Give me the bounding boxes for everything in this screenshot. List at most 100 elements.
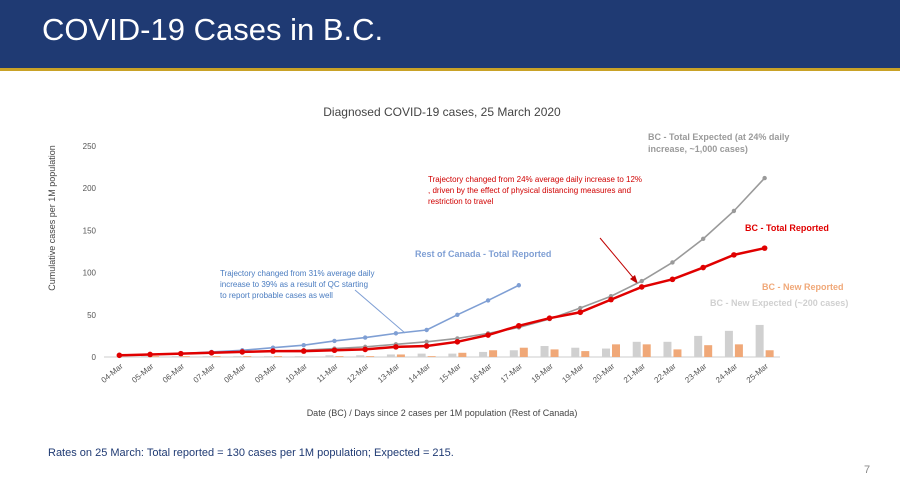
marker bbox=[239, 349, 246, 355]
bar bbox=[479, 351, 488, 357]
bar bbox=[509, 350, 518, 357]
bar bbox=[489, 350, 498, 357]
series-label: BC - New Reported bbox=[762, 282, 844, 292]
marker bbox=[577, 309, 584, 316]
x-tick-label: 12-Mar bbox=[345, 361, 370, 384]
x-tick-label: 11-Mar bbox=[315, 361, 340, 384]
page-number: 7 bbox=[864, 464, 871, 476]
marker bbox=[731, 252, 737, 258]
line bbox=[180, 284, 520, 355]
marker bbox=[454, 339, 461, 345]
marker bbox=[208, 349, 215, 356]
marker bbox=[485, 298, 491, 303]
bar bbox=[448, 353, 457, 357]
series-label: BC - New Expected (~200 cases) bbox=[710, 298, 849, 308]
x-tick-label: 14-Mar bbox=[407, 361, 432, 384]
bar bbox=[396, 354, 405, 357]
x-tick-label: 17-Mar bbox=[499, 361, 524, 384]
series-label: Rest of Canada - Total Reported bbox=[415, 249, 552, 259]
bar bbox=[427, 356, 436, 357]
bar bbox=[724, 330, 733, 357]
y-tick-label: 250 bbox=[83, 142, 97, 151]
marker bbox=[424, 339, 429, 345]
chart-title: Diagnosed COVID-19 cases, 25 March 2020 bbox=[323, 105, 561, 119]
x-tick-label: 10-Mar bbox=[284, 361, 309, 384]
marker bbox=[270, 348, 276, 354]
x-tick-label: 07-Mar bbox=[192, 361, 217, 384]
x-tick-label: 04-Mar bbox=[99, 361, 124, 384]
marker bbox=[516, 283, 522, 288]
bar bbox=[704, 345, 713, 357]
slide-title: COVID-19 Cases in B.C. bbox=[42, 12, 384, 47]
bar bbox=[356, 355, 365, 357]
marker bbox=[301, 342, 306, 348]
marker bbox=[362, 335, 368, 340]
x-tick-label: 19-Mar bbox=[560, 361, 585, 384]
bar bbox=[540, 346, 549, 357]
bar bbox=[663, 341, 672, 357]
bar bbox=[571, 347, 580, 357]
marker bbox=[546, 315, 553, 321]
line bbox=[119, 246, 765, 357]
marker bbox=[393, 344, 399, 350]
footnote: Rates on 25 March: Total reported = 130 … bbox=[48, 447, 454, 459]
bar bbox=[294, 356, 303, 357]
bar bbox=[171, 356, 180, 357]
y-tick-label: 200 bbox=[83, 184, 97, 193]
marker bbox=[700, 264, 706, 271]
arrow-head bbox=[630, 275, 638, 284]
x-tick-label: 05-Mar bbox=[130, 361, 155, 384]
bar bbox=[755, 324, 764, 357]
bar bbox=[386, 354, 395, 357]
bar bbox=[417, 353, 426, 357]
annotation: Trajectory changed from 24% average dail… bbox=[428, 175, 643, 206]
marker bbox=[332, 338, 337, 344]
bar bbox=[274, 356, 282, 357]
marker bbox=[516, 322, 522, 329]
marker bbox=[638, 284, 645, 290]
x-tick-label: 20-Mar bbox=[591, 361, 616, 384]
x-tick-label: 25-Mar bbox=[745, 361, 770, 384]
x-tick-label: 15-Mar bbox=[437, 361, 462, 384]
y-axis-label: Cumulative cases per 1M population bbox=[47, 145, 57, 291]
marker bbox=[670, 260, 675, 265]
y-tick-label: 100 bbox=[83, 269, 97, 278]
series-label: BC - Total Reported bbox=[745, 223, 829, 233]
marker bbox=[485, 332, 491, 338]
series-label: BC - Total Expected (at 24% daily increa… bbox=[648, 132, 790, 154]
marker bbox=[639, 278, 644, 284]
marker bbox=[762, 175, 767, 181]
annotation-arrow bbox=[599, 237, 637, 282]
bar bbox=[366, 356, 375, 357]
bar bbox=[673, 349, 682, 357]
annotation-line bbox=[354, 289, 406, 334]
marker bbox=[116, 352, 123, 359]
header: COVID-19 Cases in B.C. bbox=[0, 0, 900, 71]
marker bbox=[761, 245, 768, 251]
bar bbox=[212, 356, 221, 357]
marker bbox=[731, 208, 737, 214]
marker bbox=[178, 350, 184, 357]
bar bbox=[632, 341, 641, 357]
x-tick-label: 24-Mar bbox=[714, 361, 739, 384]
x-axis-label: Date (BC) / Days since 2 cases per 1M po… bbox=[307, 408, 578, 418]
x-tick-label: 23-Mar bbox=[683, 361, 708, 384]
marker bbox=[578, 305, 583, 311]
marker bbox=[669, 276, 676, 283]
x-tick-label: 06-Mar bbox=[161, 361, 186, 384]
bar bbox=[141, 356, 150, 357]
marker bbox=[608, 296, 614, 303]
x-tick-label: 09-Mar bbox=[253, 361, 278, 384]
x-tick-label: 13-Mar bbox=[376, 361, 401, 384]
bar bbox=[202, 356, 211, 357]
marker bbox=[331, 347, 338, 354]
marker bbox=[423, 343, 430, 349]
x-tick-label: 21-Mar bbox=[622, 361, 647, 384]
bar bbox=[765, 350, 774, 357]
y-tick-label: 150 bbox=[83, 226, 97, 235]
marker bbox=[424, 327, 429, 333]
marker bbox=[455, 312, 460, 317]
x-tick-label: 18-Mar bbox=[530, 361, 555, 384]
chart: Diagnosed COVID-19 cases, 25 March 2020 … bbox=[47, 105, 780, 418]
